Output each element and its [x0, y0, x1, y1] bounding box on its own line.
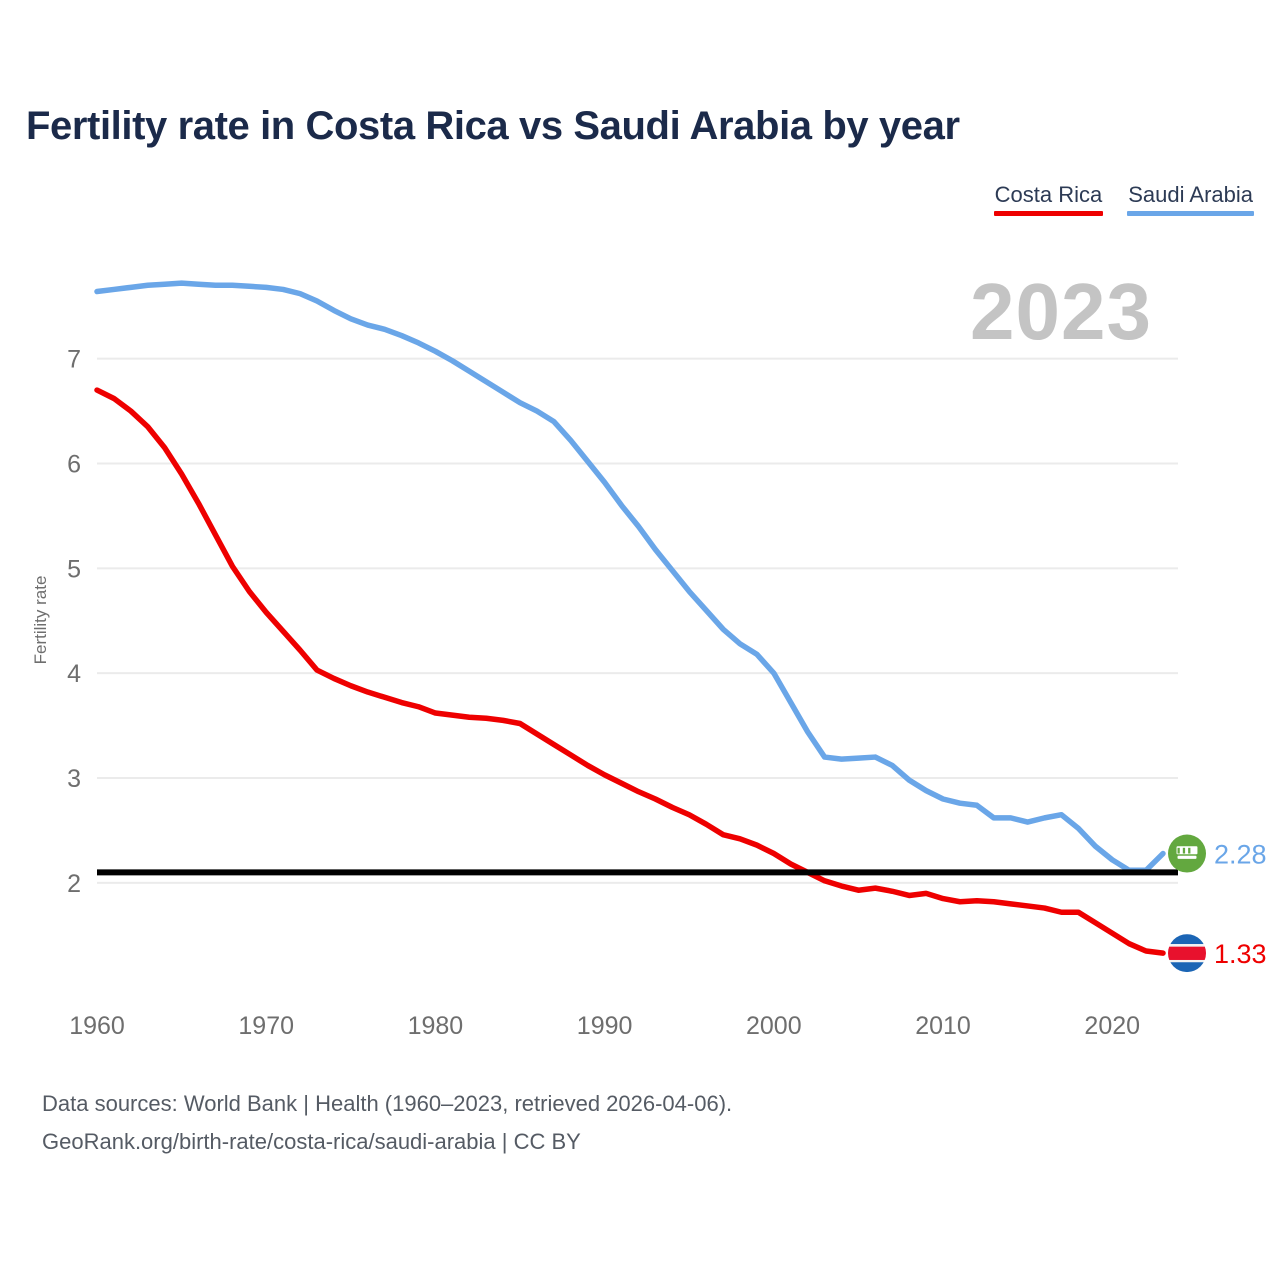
chart-legend: Costa Rica Saudi Arabia: [993, 182, 1254, 216]
gridlines-group: [97, 357, 1178, 884]
end-value-markers: 2.28 1.33: [1168, 834, 1267, 973]
series-line-costa-rica: [94, 387, 1166, 956]
footer-attribution: GeoRank.org/birth-rate/costa-rica/saudi-…: [42, 1128, 581, 1154]
x-tick-1970: 1970: [238, 1012, 294, 1040]
x-tick-2000: 2000: [746, 1012, 802, 1040]
end-value-saudi-arabia: 2.28: [1214, 840, 1267, 870]
costa-rica-flag-icon: [1168, 934, 1206, 973]
y-tick-3: 3: [67, 765, 81, 793]
saudi-arabia-flag-icon: [1168, 834, 1206, 873]
chart-footer: Data sources: World Bank | Health (1960–…: [42, 1085, 732, 1161]
y-tick-7: 7: [67, 346, 81, 374]
legend-label-saudi-arabia: Saudi Arabia: [1128, 182, 1253, 207]
footer-data-sources: Data sources: World Bank | Health (1960–…: [42, 1091, 733, 1116]
legend-color-swatch-costa-rica: [993, 211, 1104, 216]
y-tick-6: 6: [67, 450, 81, 478]
legend-item-saudi-arabia[interactable]: Saudi Arabia: [1127, 182, 1254, 216]
legend-color-swatch-saudi-arabia: [1127, 211, 1254, 216]
x-axis-tick-labels: 1960 1970 1980 1990 2000 2010 2020: [69, 1012, 1140, 1040]
y-tick-2: 2: [67, 870, 81, 898]
y-tick-5: 5: [67, 555, 81, 583]
end-value-costa-rica: 1.33: [1214, 939, 1267, 969]
series-lines-group: [94, 280, 1166, 956]
x-tick-1960: 1960: [69, 1012, 125, 1040]
x-tick-2020: 2020: [1084, 1012, 1140, 1040]
x-tick-1980: 1980: [408, 1012, 464, 1040]
y-axis-tick-labels: 2 3 4 5 6 7: [67, 346, 81, 898]
legend-item-costa-rica[interactable]: Costa Rica: [993, 182, 1104, 216]
y-tick-4: 4: [67, 660, 81, 688]
y-axis-title: Fertility rate: [31, 576, 50, 665]
line-chart-plot: 2 3 4 5 6 7 1960 1970 1980 1990 2000 2010 2020 Fert…: [31, 280, 1267, 1040]
legend-label-costa-rica: Costa Rica: [994, 182, 1103, 207]
year-watermark: 2023: [970, 267, 1152, 356]
x-tick-1990: 1990: [577, 1012, 633, 1040]
x-tick-2010: 2010: [915, 1012, 971, 1040]
series-line-saudi-arabia: [94, 280, 1166, 874]
page-title: Fertility rate in Costa Rica vs Saudi Ar…: [26, 104, 960, 148]
